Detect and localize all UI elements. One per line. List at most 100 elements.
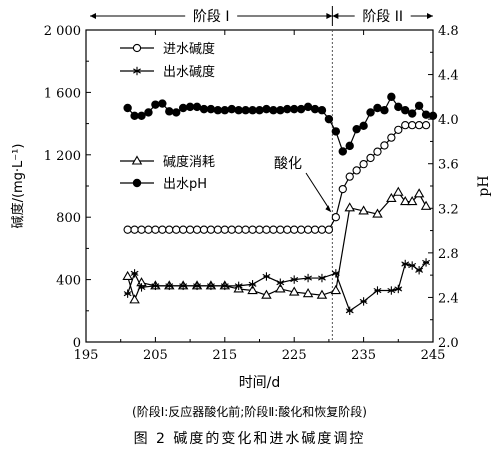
data-point <box>408 261 417 270</box>
legend-marker <box>132 43 142 53</box>
y-left-tick-label: 1 200 <box>44 149 81 164</box>
data-point <box>303 102 313 112</box>
data-point <box>345 306 354 315</box>
data-point <box>345 172 354 181</box>
y-left-tick-label: 2 000 <box>44 24 81 39</box>
data-point <box>227 225 236 234</box>
data-point <box>234 106 243 115</box>
data-point <box>408 121 417 130</box>
data-point <box>283 225 292 234</box>
y-right-axis-label: pH <box>476 175 492 196</box>
x-tick-label: 245 <box>421 348 446 363</box>
data-point <box>352 124 361 134</box>
stage-arrowhead <box>427 13 433 19</box>
data-point <box>144 108 153 117</box>
data-point <box>241 106 250 115</box>
data-point <box>192 225 202 234</box>
data-point <box>290 225 299 234</box>
data-point <box>269 106 278 115</box>
data-point <box>137 225 146 234</box>
data-point <box>123 289 132 298</box>
data-point <box>158 225 167 234</box>
data-point <box>401 259 410 269</box>
data-point <box>165 107 174 116</box>
data-point <box>352 166 361 175</box>
data-point <box>373 103 382 113</box>
data-point <box>421 121 431 130</box>
data-point <box>234 225 243 234</box>
data-point <box>366 108 375 117</box>
data-point <box>317 225 327 234</box>
data-point <box>213 106 223 115</box>
data-point <box>338 184 347 194</box>
data-point <box>144 225 153 234</box>
data-point <box>324 114 334 124</box>
data-point <box>331 213 340 222</box>
data-point <box>387 92 396 102</box>
data-point <box>255 225 264 234</box>
data-point <box>401 121 410 130</box>
stage-arrowhead <box>326 13 333 19</box>
legend-label: 进水碱度 <box>163 41 215 57</box>
legend-label: 出水pH <box>163 177 207 192</box>
y-right-tick-label: 4.0 <box>438 113 459 128</box>
data-point <box>316 289 328 299</box>
data-point <box>261 289 272 299</box>
data-point <box>130 111 139 120</box>
data-point <box>206 225 216 234</box>
data-point <box>303 225 313 234</box>
data-point <box>394 284 403 294</box>
data-point <box>227 104 236 114</box>
data-point <box>220 225 229 234</box>
y-left-tick-label: 0 <box>73 336 81 351</box>
data-point <box>373 147 382 156</box>
data-point <box>310 225 320 234</box>
data-point <box>415 266 424 275</box>
data-point <box>165 281 174 291</box>
data-point <box>373 286 382 295</box>
data-point <box>241 225 250 234</box>
data-point <box>359 160 368 169</box>
data-point <box>366 153 375 163</box>
data-point <box>407 109 417 118</box>
y-right-tick-label: 3.2 <box>438 202 459 217</box>
data-point <box>344 202 355 212</box>
data-point <box>296 225 306 234</box>
data-point <box>296 104 306 114</box>
data-point <box>248 106 257 115</box>
data-point <box>372 208 383 218</box>
data-point <box>262 104 271 114</box>
data-point <box>151 225 160 234</box>
data-point <box>262 272 271 281</box>
data-point <box>359 297 368 306</box>
data-point <box>130 269 139 278</box>
data-point <box>276 278 285 287</box>
y-right-tick-label: 2.8 <box>438 247 459 262</box>
y-right-tick-label: 4.4 <box>438 69 459 84</box>
data-point <box>220 281 229 291</box>
data-point <box>206 104 216 114</box>
data-point <box>394 102 403 112</box>
data-point <box>290 275 299 284</box>
stage-arrowhead <box>332 13 339 19</box>
figure-caption: 图 2 碱度的变化和进水碱度调控 <box>133 431 366 447</box>
data-point <box>304 273 313 283</box>
x-tick-label: 235 <box>351 348 376 363</box>
data-point <box>394 125 403 134</box>
data-point <box>331 269 340 278</box>
data-point <box>276 225 285 234</box>
data-point <box>401 106 410 115</box>
data-point <box>345 141 354 151</box>
data-point <box>122 270 133 281</box>
legend-label: 碱度消耗 <box>163 154 215 170</box>
y-left-tick-label: 400 <box>56 274 81 289</box>
y-left-tick-label: 1 600 <box>44 86 81 101</box>
data-point <box>247 284 258 295</box>
figure-note: (阶段Ⅰ:反应器酸化前;阶段Ⅱ:酸化和恢复阶段) <box>132 405 367 419</box>
data-point <box>123 103 132 113</box>
data-point <box>172 225 181 234</box>
data-point <box>406 195 418 206</box>
y-right-tick-label: 2.4 <box>438 291 459 306</box>
data-point <box>275 283 286 293</box>
